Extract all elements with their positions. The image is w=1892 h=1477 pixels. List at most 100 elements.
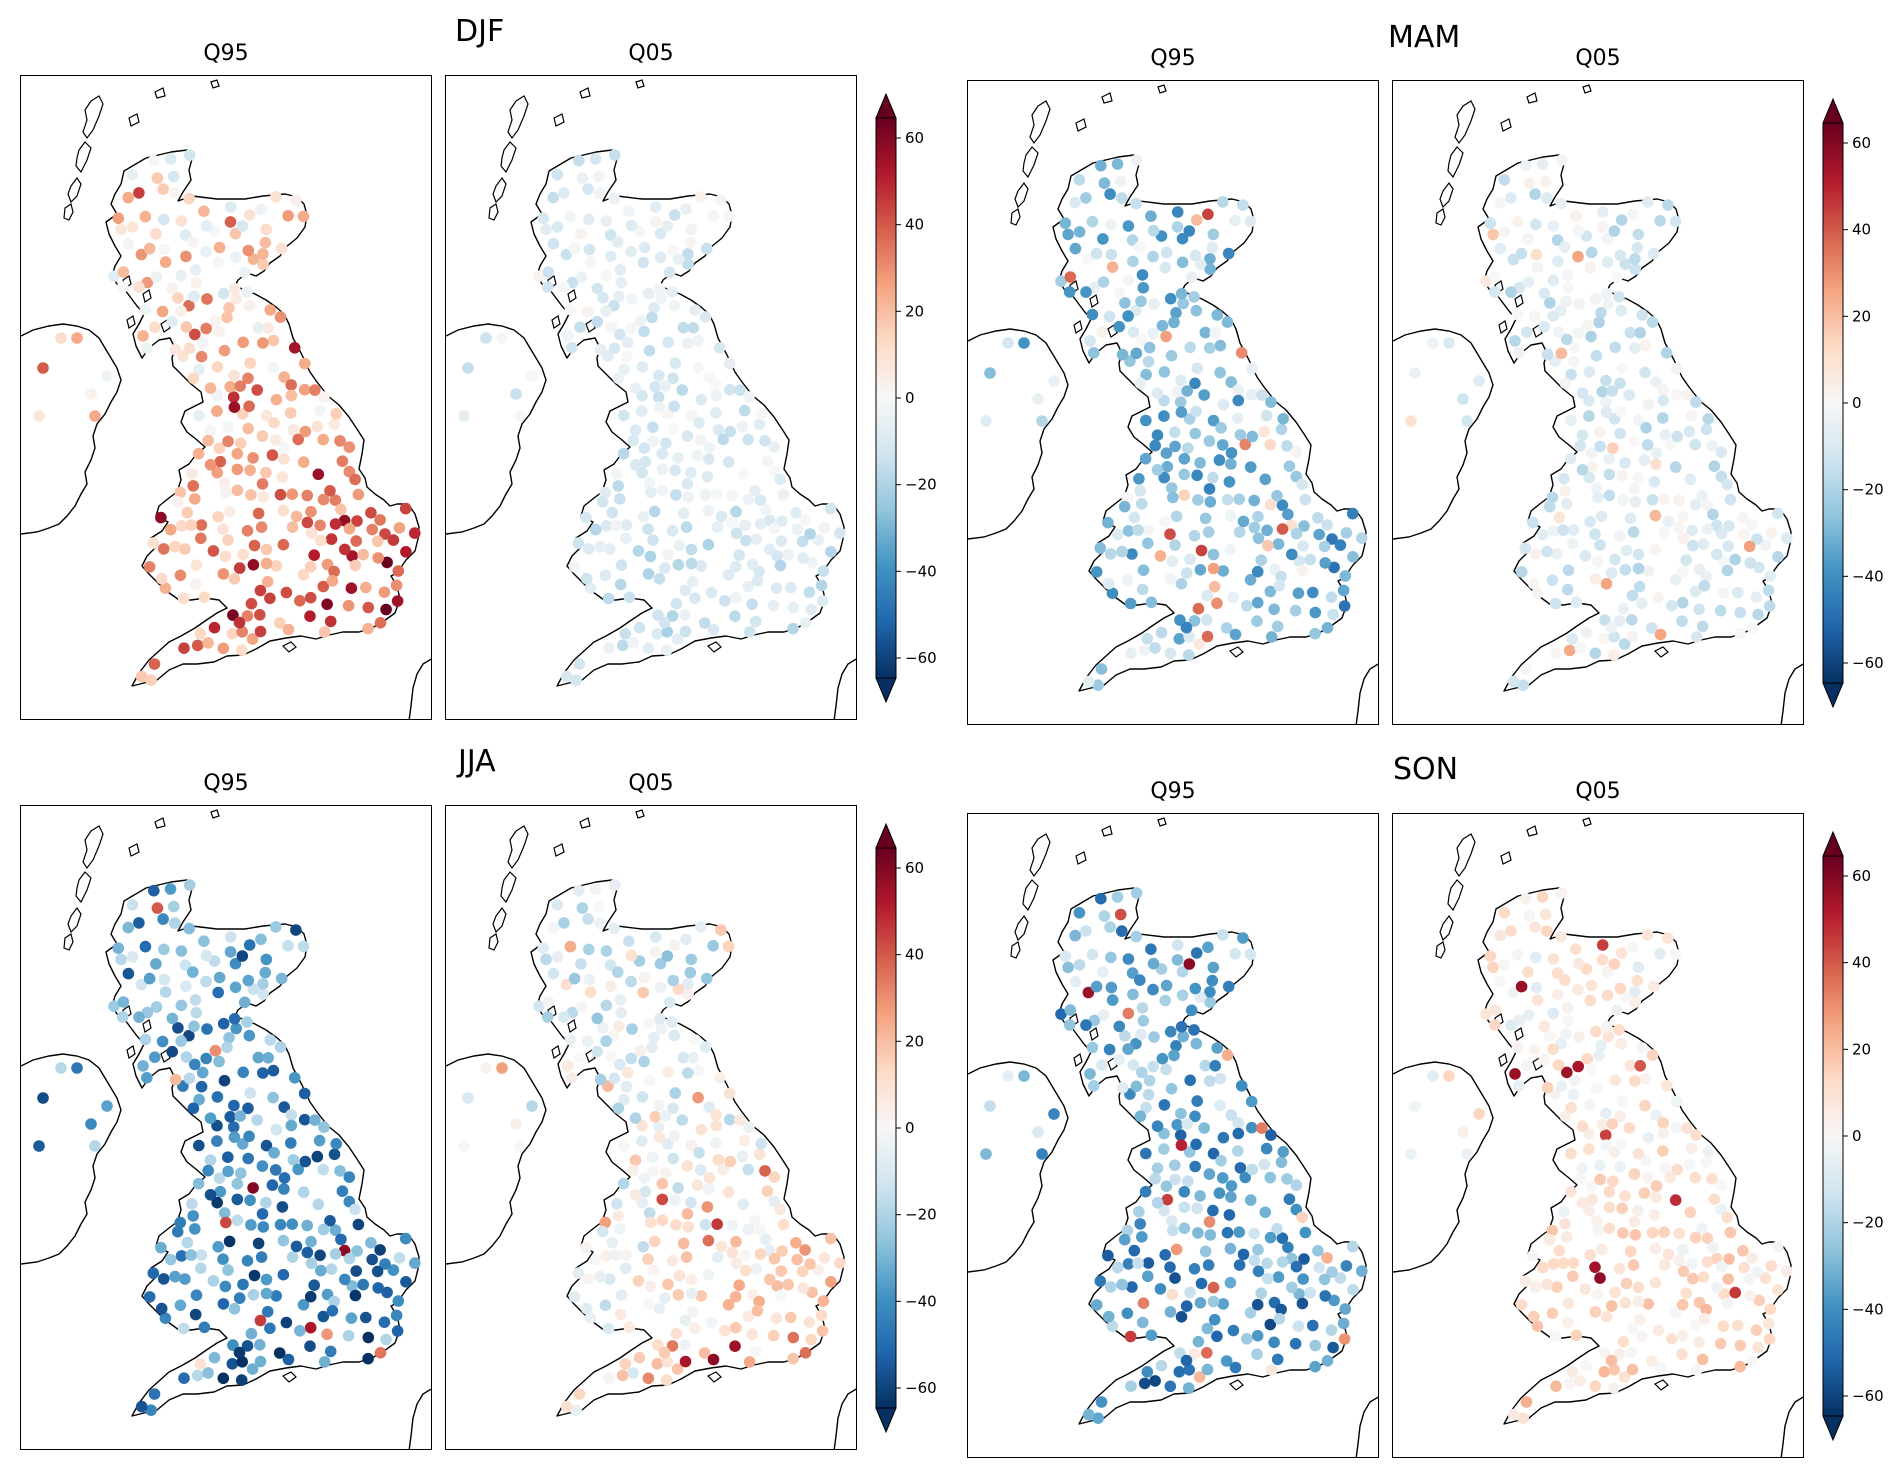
coastline-island [281,1371,297,1383]
colorbar-tick-label: −60 [905,1379,937,1397]
station-marker [812,534,825,546]
station-marker [1165,482,1178,494]
station-marker [228,369,240,382]
station-marker [1183,225,1196,237]
station-marker [211,405,223,417]
station-marker [260,1273,273,1286]
station-marker [1246,1163,1259,1176]
station-marker [679,1314,692,1327]
station-marker [372,552,385,564]
station-marker [365,1237,377,1249]
coastline-island [551,1045,561,1059]
station-marker [1732,586,1744,599]
station-marker [1642,196,1654,208]
station-marker [1181,1118,1193,1130]
panel-title: Q05 [628,771,674,796]
station-marker [1536,891,1549,903]
station-marker [1634,327,1646,339]
station-marker [1207,562,1220,575]
station-marker [1136,1066,1148,1079]
station-marker [1721,564,1734,577]
station-marker [204,1112,217,1124]
station-marker [228,1131,241,1143]
station-marker [583,973,596,986]
station-marker [1264,498,1277,511]
station-marker [1281,440,1293,452]
station-marker [1174,396,1187,408]
coastline-island [492,906,507,934]
station-marker [315,1264,327,1277]
station-marker [305,1235,317,1248]
station-marker [632,545,645,557]
station-marker [1546,491,1559,504]
station-marker [1195,1277,1208,1290]
station-marker [1309,1339,1322,1352]
station-marker [1063,1019,1076,1031]
station-marker [286,521,299,533]
station-marker [1321,1355,1334,1367]
station-marker [537,212,550,224]
station-marker [634,1044,647,1057]
station-marker [1591,555,1604,568]
map-frame [20,805,432,1450]
station-marker [597,1022,609,1034]
station-marker [1538,1020,1551,1033]
station-marker [400,546,412,558]
station-marker [1649,509,1662,522]
station-marker [1207,471,1219,484]
station-marker [217,642,230,655]
station-marker [1567,1088,1580,1101]
station-marker [574,321,586,333]
station-marker [1073,907,1086,919]
station-marker [1142,537,1154,550]
station-marker [1714,604,1727,617]
station-marker [1273,1313,1286,1325]
station-marker [805,603,817,616]
station-marker [623,591,636,604]
station-marker [659,380,671,392]
station-marker [362,1331,375,1344]
station-marker [1199,512,1212,525]
station-marker [1551,1281,1563,1293]
station-marker [1764,1303,1777,1315]
station-marker [682,1067,694,1079]
station-marker [1151,1162,1164,1174]
station-marker [1596,1119,1608,1131]
station-marker [1122,525,1135,537]
station-marker [1746,1355,1759,1367]
station-marker [612,966,624,978]
station-marker [1220,622,1233,634]
coastline-island [567,1019,577,1033]
station-marker [350,535,363,547]
colorbar-tick-label: 40 [1852,221,1871,239]
coastline-island [585,1049,596,1063]
station-marker [278,1101,291,1113]
station-marker [1190,947,1203,959]
station-marker [247,559,260,571]
station-marker [1520,892,1532,905]
station-marker [730,505,742,518]
station-marker [135,670,148,683]
station-marker [722,1299,735,1311]
station-marker [270,1123,283,1136]
station-marker [285,1119,298,1132]
station-marker [224,931,237,943]
station-marker [357,1278,370,1291]
station-marker [1177,1030,1189,1043]
station-marker [776,1245,788,1257]
station-marker [1164,528,1176,540]
station-marker [241,1340,254,1352]
station-marker [703,442,716,454]
station-marker [702,1268,715,1281]
station-marker [458,1140,470,1152]
station-marker [1082,675,1095,688]
station-marker [1751,1266,1763,1278]
station-marker [1614,249,1627,262]
station-marker [1509,335,1521,347]
station-marker [1762,1317,1775,1330]
station-marker [1201,1347,1213,1359]
station-marker [1135,1028,1147,1041]
station-marker [1193,1371,1206,1383]
station-marker [159,1312,172,1324]
station-marker [1561,1231,1573,1243]
